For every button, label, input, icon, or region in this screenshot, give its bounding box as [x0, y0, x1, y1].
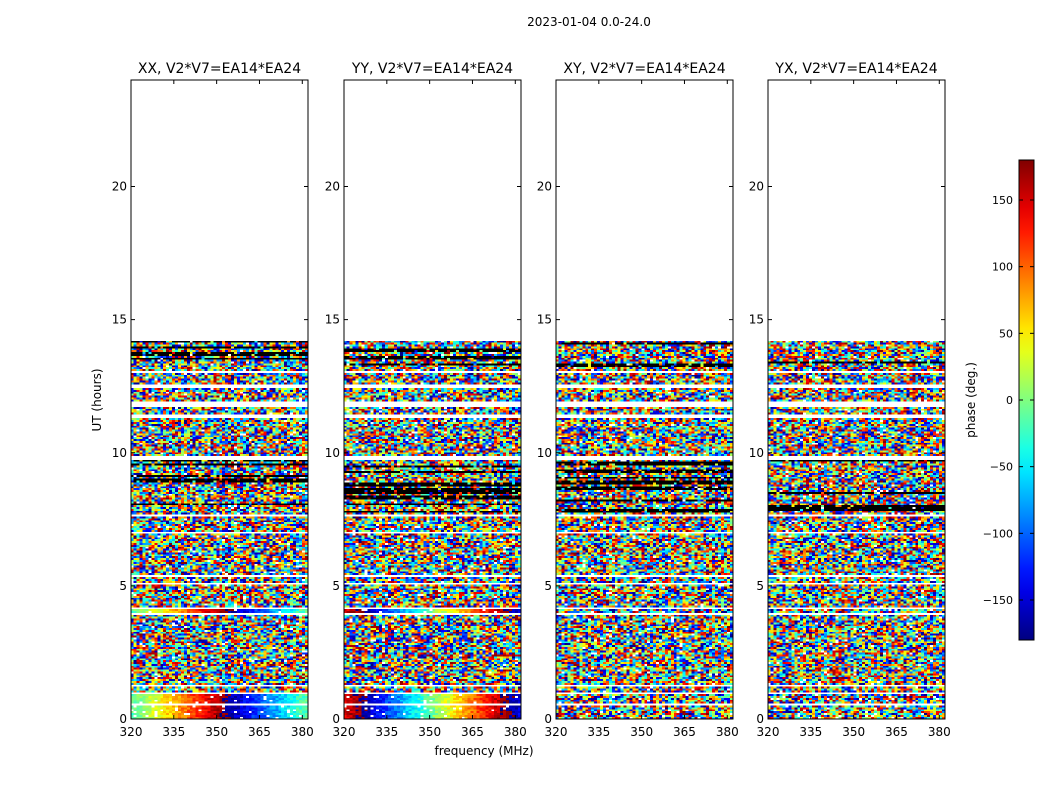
x-tick-label: 380 — [928, 725, 951, 739]
colorbar-tick-label: 50 — [999, 327, 1013, 340]
y-tick-label: 20 — [537, 180, 552, 194]
y-tick-label: 5 — [332, 579, 340, 593]
panel-xx: XX, V2*V7=EA14*EA24 320 335 350 365 380 0 5 10 15… — [112, 61, 314, 739]
y-tick-label: 5 — [544, 579, 552, 593]
y-axis-label: UT (hours) — [90, 368, 104, 431]
y-tick-label: 20 — [749, 180, 764, 194]
x-tick-label: 380 — [504, 725, 527, 739]
y-tick-label: 15 — [749, 313, 764, 327]
x-tick-label: 335 — [799, 725, 822, 739]
y-tick-label: 10 — [749, 446, 764, 460]
x-tick-label: 350 — [630, 725, 653, 739]
y-tick-label: 0 — [119, 712, 127, 726]
phase-heatmap — [131, 340, 308, 719]
panels-group: XX, V2*V7=EA14*EA24 320 335 350 365 380 0 5 10 15… — [112, 61, 951, 739]
x-tick-label: 320 — [545, 725, 568, 739]
x-tick-label: 380 — [291, 725, 314, 739]
x-axis-label: frequency (MHz) — [434, 744, 533, 758]
phase-heatmap — [344, 340, 521, 719]
colorbar-tick-label: 0 — [1006, 394, 1013, 407]
x-tick-label: 335 — [375, 725, 398, 739]
x-tick-label: 350 — [418, 725, 441, 739]
x-tick-label: 335 — [162, 725, 185, 739]
y-tick-label: 0 — [332, 712, 340, 726]
y-tick-label: 10 — [325, 446, 340, 460]
x-tick-label: 320 — [333, 725, 356, 739]
colorbar-label: phase (deg.) — [964, 362, 978, 438]
y-tick-label: 15 — [325, 313, 340, 327]
phase-heatmap-container — [131, 340, 308, 719]
panel-frame — [555, 79, 734, 720]
x-tick-label: 380 — [716, 725, 739, 739]
phase-heatmap — [768, 340, 945, 719]
x-tick-label: 365 — [461, 725, 484, 739]
panel-title: YY, V2*V7=EA14*EA24 — [351, 61, 513, 77]
y-tick-label: 0 — [544, 712, 552, 726]
panel-yy: YY, V2*V7=EA14*EA24 320 335 350 365 380 0 5 10 15… — [325, 61, 527, 739]
panel-frame — [767, 79, 946, 720]
x-tick-label: 320 — [757, 725, 780, 739]
y-tick-label: 5 — [119, 579, 127, 593]
y-tick-label: 15 — [537, 313, 552, 327]
phase-heatmap — [556, 340, 733, 719]
y-tick-label: 15 — [112, 313, 127, 327]
y-tick-label: 10 — [537, 446, 552, 460]
chart-suptitle: 2023-01-04 0.0-24.0 — [527, 15, 651, 29]
panel-title: YX, V2*V7=EA14*EA24 — [774, 61, 937, 77]
x-tick-label: 320 — [120, 725, 143, 739]
panel-title: XY, V2*V7=EA14*EA24 — [563, 61, 725, 77]
x-tick-label: 350 — [842, 725, 865, 739]
y-tick-label: 20 — [325, 180, 340, 194]
y-tick-label: 5 — [756, 579, 764, 593]
x-tick-label: 350 — [205, 725, 228, 739]
colorbar-tick-label: 100 — [992, 261, 1013, 274]
x-tick-label: 335 — [587, 725, 610, 739]
colorbar-tick-label: −50 — [990, 461, 1013, 474]
phase-heatmap-container — [344, 340, 521, 719]
y-tick-label: 10 — [112, 446, 127, 460]
panel-frame — [130, 79, 309, 720]
colorbar-tick-label: −150 — [983, 594, 1013, 607]
panel-xy: XY, V2*V7=EA14*EA24 320 335 350 365 380 0 5 10 15… — [537, 61, 739, 739]
colorbar-tick-label: 150 — [992, 194, 1013, 207]
x-tick-label: 365 — [248, 725, 271, 739]
x-tick-label: 365 — [885, 725, 908, 739]
phase-heatmap-container — [556, 340, 733, 719]
colorbar-tick-label: −100 — [983, 527, 1013, 540]
y-tick-label: 20 — [112, 180, 127, 194]
panel-title: XX, V2*V7=EA14*EA24 — [138, 61, 301, 77]
phase-heatmap-container — [768, 340, 945, 719]
panel-frame — [343, 79, 522, 720]
y-tick-label: 0 — [756, 712, 764, 726]
colorbar: phase (deg.) 150 100 50 0 −50 −100 −150 — [964, 159, 1035, 641]
panel-yx: YX, V2*V7=EA14*EA24 320 335 350 365 380 0 5 10 15… — [749, 61, 951, 739]
x-tick-label: 365 — [673, 725, 696, 739]
